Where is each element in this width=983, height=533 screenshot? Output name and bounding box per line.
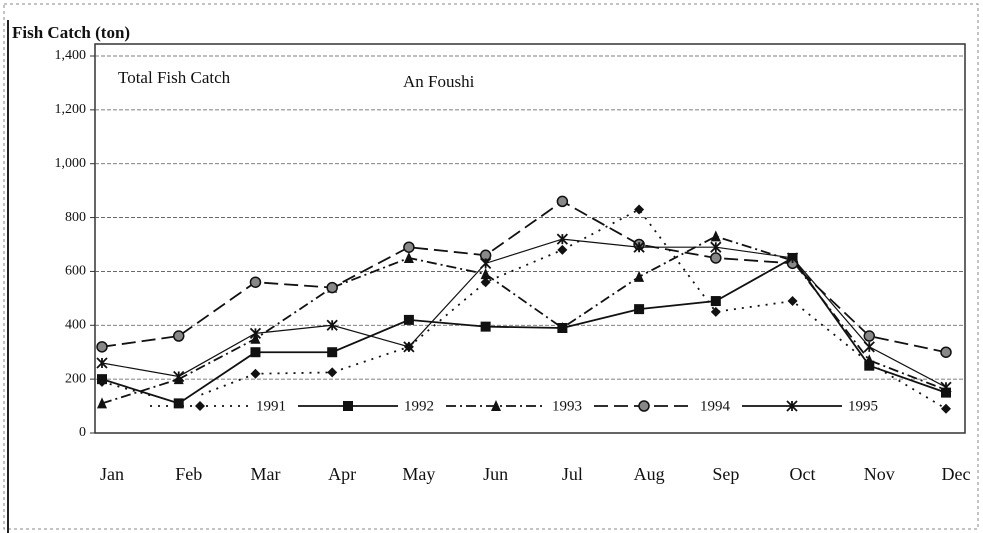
x-tick-label: Jul [562, 464, 583, 484]
marker [403, 251, 414, 263]
legend-label: 1991 [256, 398, 286, 414]
legend-label: 1994 [700, 398, 731, 414]
marker [556, 233, 569, 245]
marker [480, 277, 491, 288]
marker [173, 398, 184, 409]
marker [403, 241, 415, 253]
legend-label: 1995 [848, 398, 878, 414]
marker [710, 230, 721, 242]
x-tick-label: Jan [100, 464, 124, 484]
marker [863, 341, 875, 353]
marker [343, 401, 353, 411]
y-tick-label: 1,200 [55, 102, 87, 117]
marker [173, 370, 185, 383]
marker [96, 357, 108, 369]
x-tick-label: May [402, 464, 435, 484]
marker [557, 244, 568, 255]
y-tick-label: 800 [65, 210, 86, 225]
x-tick-label: Nov [864, 464, 895, 484]
marker [710, 241, 722, 253]
marker [634, 270, 645, 282]
marker [326, 281, 338, 294]
legend-label: 1992 [404, 398, 434, 414]
marker [786, 400, 798, 412]
marker [940, 381, 952, 393]
marker [195, 401, 205, 411]
annotation: An Foushi [403, 72, 475, 91]
plot-frame [94, 43, 966, 434]
x-tick-label: Dec [942, 464, 971, 484]
marker [172, 330, 185, 342]
marker [326, 319, 338, 331]
y-tick-label: 1,000 [55, 156, 87, 171]
y-tick-label: 1,400 [55, 48, 87, 63]
annotation: Total Fish Catch [118, 68, 231, 87]
marker [557, 321, 568, 333]
marker [403, 314, 414, 325]
y-tick-label: 200 [65, 371, 86, 386]
marker [96, 341, 108, 353]
axis-title: Fish Catch (ton) [12, 23, 130, 42]
marker [327, 367, 338, 378]
marker [638, 400, 650, 412]
y-tick-label: 600 [65, 264, 86, 279]
marker [249, 276, 262, 288]
marker [403, 341, 415, 353]
marker [327, 347, 338, 358]
marker [786, 252, 799, 264]
marker [710, 252, 722, 264]
marker [634, 204, 645, 215]
series-line [101, 238, 947, 388]
marker [634, 304, 645, 315]
marker [710, 306, 721, 317]
series-line [101, 200, 947, 354]
x-tick-label: Oct [790, 464, 816, 484]
marker [864, 354, 875, 366]
marker [491, 400, 501, 411]
y-tick-label: 400 [65, 318, 86, 333]
marker [863, 330, 876, 342]
marker [864, 360, 875, 371]
marker [97, 397, 107, 409]
marker [479, 257, 492, 269]
marker [633, 241, 645, 253]
outer-frame [3, 3, 979, 530]
x-tick-label: Jun [483, 464, 508, 484]
marker [710, 296, 721, 307]
marker [480, 268, 491, 280]
marker [556, 195, 569, 208]
x-tick-label: Apr [328, 464, 356, 484]
x-tick-label: Mar [250, 464, 280, 484]
y-tick-label: 0 [79, 425, 86, 440]
marker [941, 403, 951, 414]
series-line [101, 235, 947, 405]
legend-label: 1993 [552, 398, 582, 414]
series-line [101, 256, 947, 405]
marker [480, 321, 491, 332]
marker [249, 327, 262, 340]
x-tick-label: Feb [175, 464, 202, 484]
marker [940, 346, 952, 358]
marker [250, 347, 261, 358]
marker [97, 374, 107, 385]
marker [787, 296, 798, 307]
marker [250, 368, 261, 379]
x-tick-label: Sep [712, 464, 739, 484]
x-tick-label: Aug [634, 464, 665, 484]
